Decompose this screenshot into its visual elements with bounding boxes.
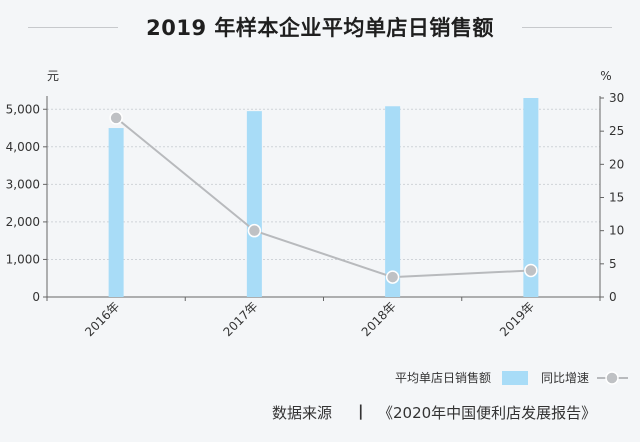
x-tick-label: 2017年: [221, 299, 261, 339]
legend-label-bars: 平均单店日销售额: [395, 370, 491, 385]
y-right-tick-label: 15: [609, 191, 624, 205]
y-right-tick-label: 30: [609, 91, 624, 105]
growth-point: [247, 223, 262, 238]
source-separator: |: [358, 402, 364, 420]
source-label: 数据来源: [272, 404, 333, 422]
y-right-unit: %: [600, 69, 611, 83]
title-divider-right: [522, 27, 612, 28]
y-right-tick-label: 0: [609, 290, 617, 304]
bar: [108, 128, 124, 297]
y-right-tick-label: 20: [609, 157, 624, 171]
y-right-tick-label: 10: [609, 224, 624, 238]
source-text: 《2020年中国便利店发展报告》: [378, 404, 597, 422]
y-left-tick-label: 4,000: [6, 140, 40, 154]
y-left-tick-label: 1,000: [6, 252, 40, 266]
legend-swatch-point: [605, 371, 619, 385]
y-left-tick-label: 5,000: [6, 102, 40, 116]
y-left-tick-label: 3,000: [6, 177, 40, 191]
chart-title: 2019 年样本企业平均单店日销售额: [146, 16, 494, 40]
growth-point: [109, 111, 123, 125]
bar: [385, 106, 401, 297]
x-tick-label: 2016年: [82, 299, 122, 339]
growth-point: [524, 263, 538, 278]
bar: [246, 111, 262, 297]
growth-point: [385, 270, 400, 284]
legend-swatch-bars: [502, 371, 528, 385]
bar: [523, 98, 539, 297]
y-right-tick-label: 25: [609, 124, 624, 138]
y-left-tick-label: 2,000: [6, 215, 40, 229]
title-row: 2019 年样本企业平均单店日销售额: [0, 10, 640, 44]
y-right-tick-label: 5: [609, 257, 617, 271]
x-tick-label: 2018年: [359, 299, 399, 339]
y-left-tick-label: 0: [32, 290, 40, 304]
legend-label-line: 同比增速: [541, 371, 589, 385]
x-tick-label: 2019年: [497, 299, 537, 339]
chart-area: 0 1,000 2,000 3,000 4,000 5,000 0 5 10 15 20 25 30 元%…: [6, 69, 628, 385]
y-left-unit: 元: [47, 69, 59, 83]
title-divider-left: [28, 27, 118, 28]
footer: 数据来源 | 《2020年中国便利店发展报告》: [0, 400, 640, 428]
growth-line: [115, 117, 531, 279]
